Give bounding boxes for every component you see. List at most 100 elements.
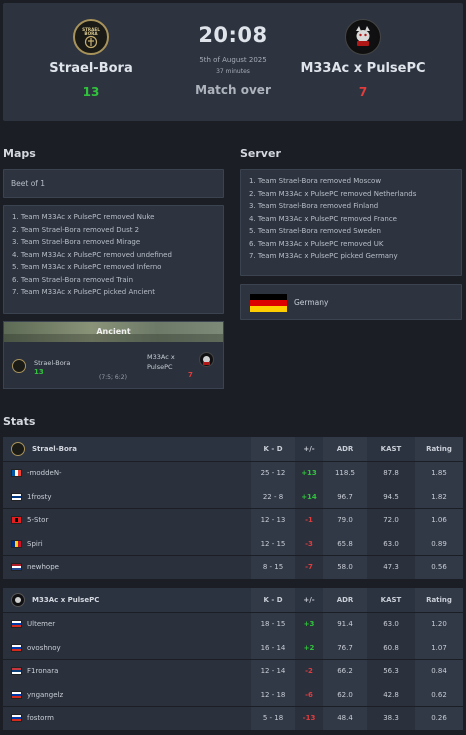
france-flag-icon (11, 469, 22, 477)
player-name[interactable]: F1ronara (27, 667, 59, 675)
server-title: Server (240, 147, 281, 160)
player-pm: -3 (305, 539, 313, 548)
list-item: 2. Team Strael-Bora removed Dust 2 (12, 225, 140, 234)
player-name[interactable]: newhope (27, 563, 59, 571)
column-header-rating: Rating (415, 588, 463, 612)
team2-stats-table: M33Ac x PulsePC K - D +/- ADR KAST Ratin… (3, 588, 463, 730)
player-kast: 63.0 (383, 539, 399, 548)
player-cell[interactable]: Spiri (3, 532, 251, 555)
player-name[interactable]: -moddeN- (27, 469, 62, 477)
team1-header-label: Strael-Bora (32, 445, 77, 453)
team1-score: 13 (82, 85, 100, 99)
player-kd: 8 - 15 (251, 555, 295, 579)
netherlands-flag-icon (11, 563, 22, 571)
table-row[interactable]: 5-Stor 12 - 13 -1 79.0 72.0 1.06 (3, 508, 463, 532)
player-pm: -13 (302, 714, 316, 722)
player-rating: 0.62 (415, 683, 463, 706)
table-row[interactable]: fostorm 5 - 18 -13 48.4 38.3 0.26 (3, 706, 463, 730)
maps-format: Beet of 1 (11, 179, 46, 188)
table-row[interactable]: 1frosty 22 - 8 +14 96.7 94.5 1.82 (3, 485, 463, 508)
player-cell[interactable]: ovoshnoy (3, 636, 251, 659)
player-name[interactable]: 5-Stor (27, 516, 49, 524)
table-row[interactable]: Spiri 12 - 15 -3 65.8 63.0 0.89 (3, 532, 463, 555)
team2-name[interactable]: M33Ac x PulsePC (300, 61, 426, 76)
match-duration: 37 minutes (216, 68, 250, 75)
player-cell[interactable]: 1frosty (3, 485, 251, 508)
romania-flag-icon (11, 539, 22, 548)
player-kd: 16 - 14 (251, 636, 295, 659)
player-kd: 22 - 8 (251, 485, 295, 508)
finland-flag-icon (11, 492, 22, 501)
table-row[interactable]: yngangelz 12 - 18 -6 62.0 42.8 0.62 (3, 683, 463, 706)
team1-stats-table: Strael-Bora K - D +/- ADR KAST Rating -m… (3, 437, 463, 579)
player-kast: 94.5 (383, 492, 399, 501)
match-time: 20:08 (198, 23, 268, 47)
player-rating: 1.07 (415, 636, 463, 659)
maps-title: Maps (3, 147, 36, 160)
map-team2-name: M33Ac x PulsePC (147, 353, 175, 371)
column-header-kd: K - D (251, 437, 295, 461)
column-header-adr: ADR (323, 588, 367, 612)
list-item: 5. Team M33Ac x PulsePC removed Inferno (12, 263, 162, 271)
player-name[interactable]: yngangelz (27, 690, 64, 699)
team1-header-name[interactable]: Strael-Bora (3, 437, 251, 461)
column-header-adr: ADR (323, 437, 367, 461)
player-kd: 5 - 18 (251, 706, 295, 730)
team2-header-name[interactable]: M33Ac x PulsePC (3, 588, 251, 612)
player-rating: 0.26 (415, 706, 463, 730)
map-result-card[interactable]: Ancient Strael-Bora 13 M33Ac x PulsePC 7… (3, 321, 224, 389)
table-row[interactable]: -moddeN- 25 - 12 +13 118.5 87.8 1.85 (3, 461, 463, 485)
player-kd: 18 - 15 (251, 612, 295, 636)
team2-score: 7 (358, 85, 368, 99)
player-adr: 58.0 (323, 555, 367, 579)
map-team1-score: 13 (34, 368, 44, 376)
player-pm: +14 (301, 492, 317, 501)
team2-block[interactable]: M33Ac x PulsePC 7 (293, 3, 433, 99)
team2-logo-icon (11, 593, 25, 607)
player-kast: 63.0 (383, 620, 399, 628)
table-row[interactable]: Ultemer 18 - 15 +3 91.4 63.0 1.20 (3, 612, 463, 636)
team1-name[interactable]: Strael-Bora (49, 61, 133, 76)
player-pm: -1 (305, 516, 313, 524)
player-cell[interactable]: newhope (3, 556, 251, 579)
player-rating: 1.85 (415, 461, 463, 485)
player-adr: 76.7 (323, 636, 367, 659)
player-name[interactable]: ovoshnoy (27, 643, 61, 652)
germany-flag-icon (250, 294, 287, 312)
list-item: 6. Team M33Ac x PulsePC removed UK (249, 239, 384, 248)
player-rating: 0.56 (415, 555, 463, 579)
column-header-kast: KAST (380, 596, 402, 604)
list-item: 7. Team M33Ac x PulsePC picked Germany (249, 252, 398, 260)
player-name[interactable]: Spiri (27, 539, 43, 548)
list-item: 4. Team M33Ac x PulsePC removed France (249, 214, 397, 223)
column-header-kd: K - D (251, 588, 295, 612)
player-name[interactable]: fostorm (27, 714, 54, 722)
player-rating: 0.89 (415, 532, 463, 555)
player-kd: 12 - 15 (251, 532, 295, 555)
team1-block[interactable]: STRAEL BORA Strael-Bora 13 (21, 3, 161, 99)
table-row[interactable]: ovoshnoy 16 - 14 +2 76.7 60.8 1.07 (3, 636, 463, 659)
player-name[interactable]: Ultemer (27, 620, 56, 628)
team1-logo-icon (11, 442, 25, 456)
player-pm: -2 (305, 667, 313, 675)
svg-text:BORA: BORA (84, 31, 98, 36)
player-pm: +13 (301, 469, 317, 477)
server-location: Germany (294, 298, 329, 307)
player-pm: -6 (305, 690, 313, 699)
player-cell[interactable]: fostorm (3, 707, 251, 730)
map-team1-name: Strael-Bora (34, 359, 71, 367)
player-kast: 87.8 (383, 469, 399, 477)
table-row[interactable]: newhope 8 - 15 -7 58.0 47.3 0.56 (3, 555, 463, 579)
player-cell[interactable]: 5-Stor (3, 509, 251, 532)
player-name[interactable]: 1frosty (27, 492, 52, 501)
player-cell[interactable]: yngangelz (3, 683, 251, 706)
list-item: 3. Team Strael-Bora removed Finland (249, 202, 379, 210)
player-cell[interactable]: -moddeN- (3, 462, 251, 485)
table-row[interactable]: F1ronara 12 - 14 -2 66.2 56.3 0.84 (3, 659, 463, 683)
player-rating: 1.82 (415, 485, 463, 508)
maps-format-box: Beet of 1 (3, 169, 224, 198)
player-cell[interactable]: F1ronara (3, 660, 251, 683)
player-cell[interactable]: Ultemer (3, 613, 251, 636)
server-veto-list: 1. Team Strael-Bora removed Moscow 2. Te… (240, 169, 462, 276)
map-team2-name-line2: PulsePC (147, 363, 173, 371)
